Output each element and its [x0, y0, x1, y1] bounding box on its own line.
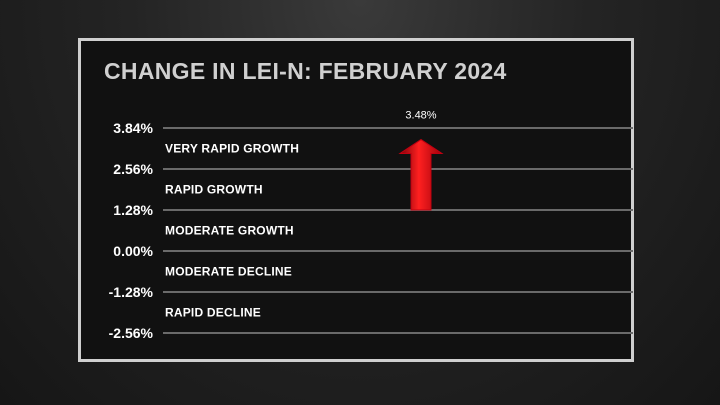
- y-tick-label: 1.28%: [113, 202, 153, 218]
- y-tick-label: 2.56%: [113, 161, 153, 177]
- data-label: 3.48%: [405, 110, 436, 122]
- y-tick-label: -2.56%: [109, 325, 154, 341]
- chart-title: CHANGE IN LEI-N: FEBRUARY 2024: [104, 58, 507, 84]
- zone-label: MODERATE DECLINE: [165, 265, 292, 279]
- y-tick-label: -1.28%: [109, 284, 154, 300]
- y-tick-label: 3.84%: [113, 120, 153, 136]
- zone-label: MODERATE GROWTH: [165, 224, 294, 238]
- zone-label: RAPID GROWTH: [165, 183, 263, 197]
- up-arrow-bar: [398, 138, 444, 211]
- zone-label: RAPID DECLINE: [165, 306, 261, 320]
- zone-label: VERY RAPID GROWTH: [165, 142, 299, 156]
- chart-frame: [78, 38, 634, 362]
- y-tick-label: 0.00%: [113, 243, 153, 259]
